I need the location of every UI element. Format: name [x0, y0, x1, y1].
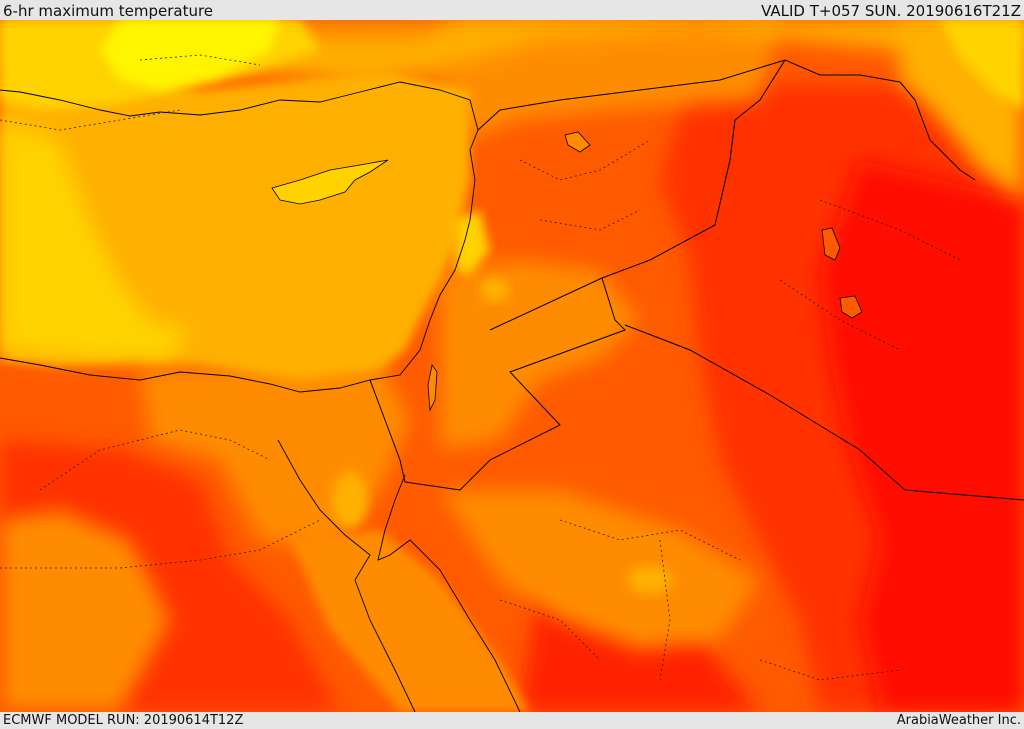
temp-zone-orange-west-egypt: [0, 510, 170, 712]
coastline: [0, 81, 479, 393]
temp-zone-yellow-west-med: [0, 120, 190, 360]
temperature-map: [0, 20, 1024, 712]
dead-sea: [427, 364, 438, 412]
temp-spot-jordan: [481, 278, 509, 302]
temp-zone-yellow-turkey: [100, 20, 280, 90]
lake-assad: [564, 131, 591, 153]
temp-zone-yellow-lebanon: [455, 210, 490, 275]
internal-boundaries: [0, 54, 961, 681]
temp-zone-orange-hejaz: [440, 490, 760, 650]
border-saudi-iraq: [624, 324, 1024, 501]
map-title: 6-hr maximum temperature: [3, 2, 214, 20]
gulf-of-aqaba: [377, 474, 521, 712]
temp-zone-deep-red-east: [820, 160, 1024, 712]
temp-zone-orange-levant: [440, 260, 640, 450]
border-egypt-israel: [369, 379, 406, 483]
border-jordan: [404, 277, 626, 491]
lake-razzaza: [839, 295, 863, 319]
lake-tharthar: [821, 227, 841, 261]
border-turkey-syria: [477, 59, 976, 181]
map-header: 6-hr maximum temperature VALID T+057 SUN…: [0, 2, 1024, 20]
temp-spot-sinai: [332, 472, 368, 528]
temp-spot-hejaz: [628, 566, 672, 594]
border-syria-iraq: [489, 59, 786, 331]
gulf-of-suez: [277, 439, 416, 712]
map-footer: ECMWF MODEL RUN: 20190614T12Z ArabiaWeat…: [0, 712, 1024, 729]
valid-time: VALID T+057 SUN. 20190616T21Z: [761, 2, 1021, 20]
temp-zone-orange-redsea: [290, 530, 530, 712]
cyprus-island: [271, 159, 389, 205]
credit-label: ArabiaWeather Inc.: [896, 713, 1021, 728]
temp-zone-yellow-ne: [940, 20, 1024, 110]
model-run: ECMWF MODEL RUN: 20190614T12Z: [3, 713, 244, 728]
